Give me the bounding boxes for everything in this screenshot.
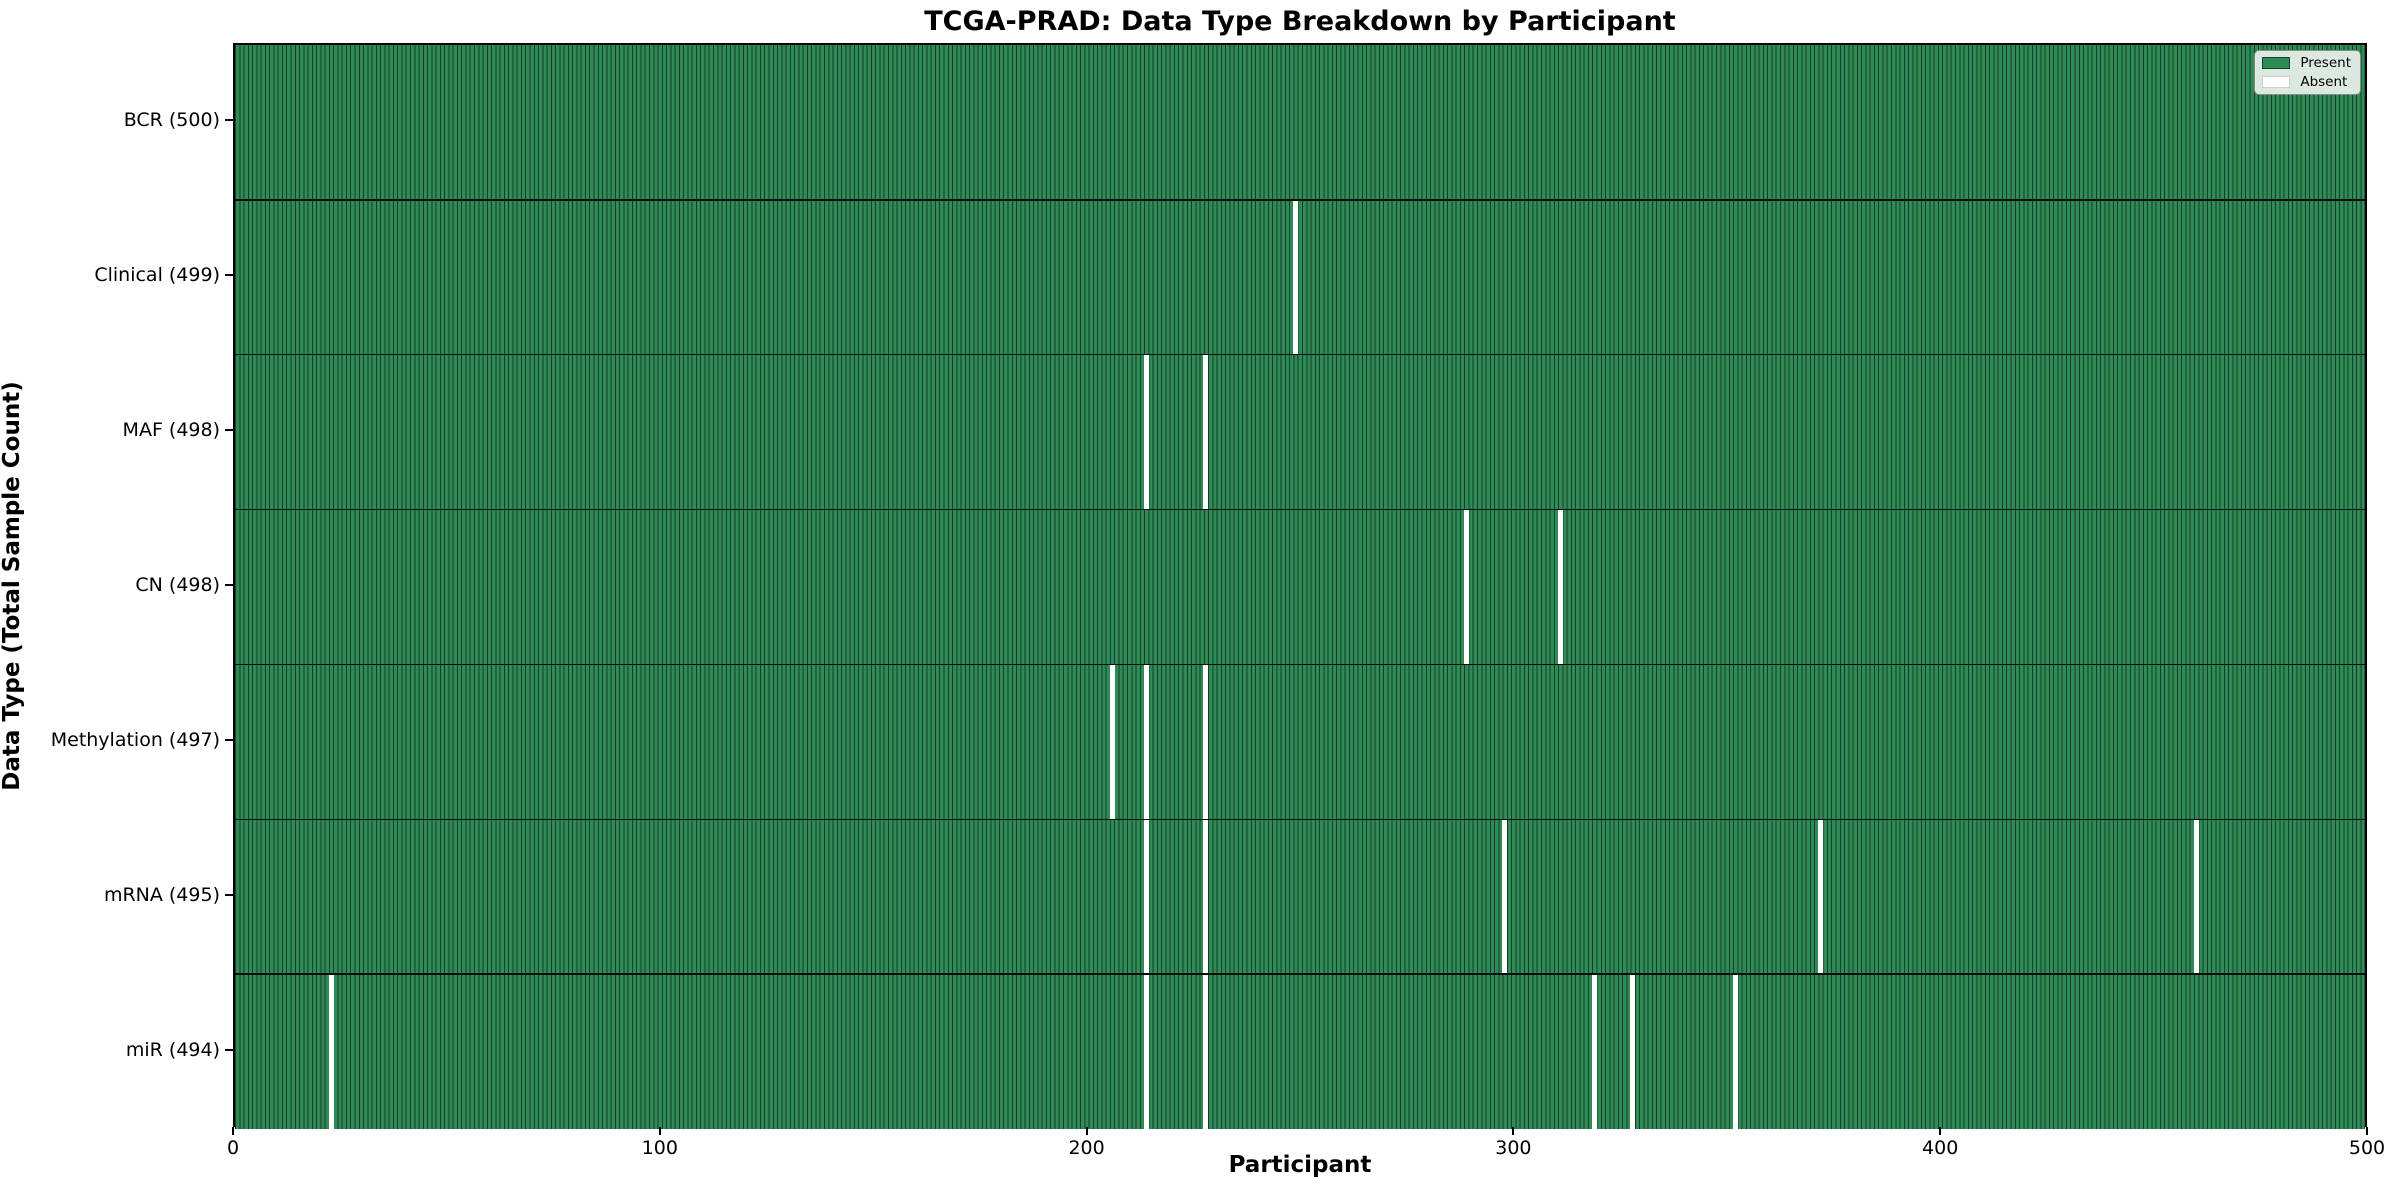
y-tick-label-maf: MAF (498) — [122, 419, 220, 442]
y-tick-mark — [225, 893, 233, 896]
absent-gap — [1591, 974, 1597, 1129]
absent-gap — [1203, 354, 1209, 510]
legend-item-present: Present — [2262, 56, 2351, 70]
absent-gap — [1502, 819, 1508, 975]
row-separator — [235, 663, 2365, 666]
y-tick-mark — [225, 1048, 233, 1051]
x-tick-mark — [1512, 1127, 1515, 1135]
y-tick-label-cn: CN (498) — [135, 574, 220, 596]
absent-gap — [1203, 819, 1209, 975]
datatype-row-mrna — [235, 819, 2365, 975]
plot-area: Present Absent — [233, 43, 2367, 1129]
absent-gap — [1463, 509, 1469, 665]
x-tick-label-300: 300 — [1495, 1137, 1532, 1159]
datatype-row-maf — [235, 354, 2365, 510]
y-tick-mark — [225, 119, 233, 122]
y-tick-label-bcr: BCR (500) — [123, 109, 220, 132]
row-separator — [235, 199, 2365, 201]
row-separator — [235, 353, 2365, 356]
legend-item-absent: Absent — [2262, 75, 2351, 89]
y-tick-label-mrna: mRNA (495) — [103, 883, 220, 906]
present-swatch — [2262, 57, 2291, 69]
y-tick-label-methylation: Methylation (497) — [50, 728, 220, 751]
absent-gap — [1143, 354, 1149, 510]
absent-swatch — [2262, 76, 2291, 88]
row-separator — [235, 973, 2365, 975]
y-tick-mark — [225, 429, 233, 432]
x-axis-label: Participant — [1228, 1152, 1372, 1178]
x-tick-label-400: 400 — [1922, 1137, 1959, 1159]
absent-gap — [1143, 664, 1149, 820]
x-tick-label-500: 500 — [2348, 1137, 2386, 1159]
absent-gap — [1557, 509, 1563, 665]
chart-title: TCGA-PRAD: Data Type Breakdown by Partic… — [924, 6, 1676, 37]
x-tick-label-200: 200 — [1068, 1137, 1105, 1159]
y-tick-label-mir: miR (494) — [125, 1038, 220, 1061]
x-tick-mark — [1085, 1127, 1088, 1135]
legend: Present Absent — [2254, 50, 2361, 95]
absent-gap — [1203, 974, 1209, 1129]
absent-gap — [2193, 819, 2199, 975]
legend-absent-label: Absent — [2300, 74, 2348, 90]
absent-gap — [1630, 974, 1636, 1129]
absent-gap — [1109, 664, 1115, 820]
x-tick-label-0: 0 — [226, 1137, 240, 1159]
absent-gap — [1293, 199, 1299, 355]
y-tick-label-clinical: Clinical (499) — [94, 264, 220, 287]
x-tick-label-100: 100 — [641, 1137, 678, 1159]
x-tick-mark — [232, 1127, 234, 1135]
datatype-row-clinical — [235, 199, 2365, 355]
datatype-row-bcr — [235, 45, 2365, 200]
x-tick-mark — [658, 1127, 661, 1135]
x-tick-mark — [2366, 1127, 2368, 1135]
absent-gap — [1818, 819, 1824, 975]
y-tick-mark — [225, 738, 233, 741]
legend-present-label: Present — [2300, 55, 2351, 71]
y-tick-mark — [225, 584, 233, 586]
datatype-row-mir — [235, 974, 2365, 1129]
absent-gap — [1732, 974, 1738, 1129]
y-tick-mark — [225, 274, 233, 277]
datatype-row-cn — [235, 509, 2365, 665]
absent-gap — [1143, 819, 1149, 975]
row-separator — [235, 818, 2365, 821]
absent-gap — [1203, 664, 1209, 820]
x-tick-mark — [1939, 1127, 1942, 1135]
absent-gap — [328, 974, 334, 1129]
absent-gap — [1143, 974, 1149, 1129]
row-separator — [235, 508, 2365, 511]
datatype-row-methylation — [235, 664, 2365, 820]
